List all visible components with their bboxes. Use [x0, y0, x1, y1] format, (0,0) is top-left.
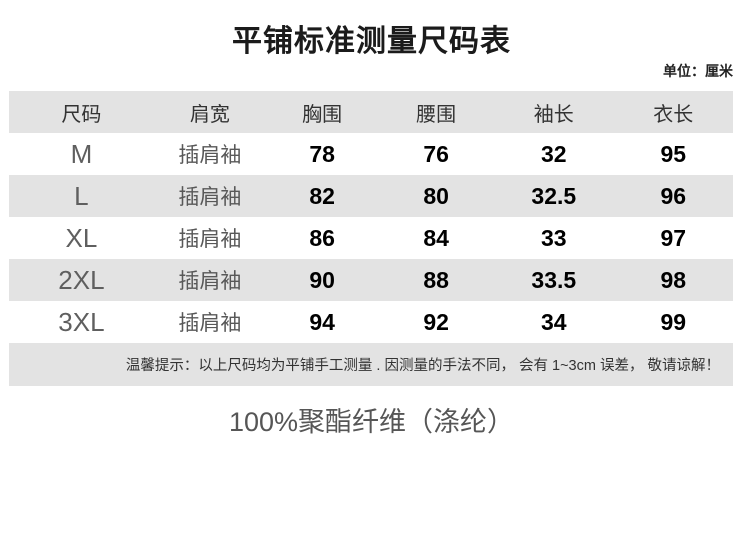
length-value: 97: [660, 224, 687, 251]
unit-note: 单位：厘米: [663, 63, 733, 79]
table-row-3xl: 3XL 插肩袖 94 92 34 99: [9, 301, 733, 343]
waist-value: 80: [423, 182, 449, 209]
shoulder-value: 插肩袖: [178, 186, 242, 209]
size-value: 3XL: [58, 306, 105, 337]
size-value: XL: [65, 222, 98, 253]
material-text: 100%聚酯纤维（涤纶）: [228, 407, 515, 437]
shoulder-value: 插肩袖: [178, 270, 242, 293]
length-value: 98: [660, 266, 687, 293]
length-value: 96: [660, 182, 687, 209]
sleeve-value: 32.5: [531, 182, 577, 209]
table-row-l: L 插肩袖 82 80 32.5 96: [9, 175, 733, 217]
shoulder-value: 插肩袖: [178, 312, 242, 335]
waist-value: 92: [423, 308, 449, 335]
length-value: 99: [660, 308, 687, 335]
measurement-notice: 温馨提示：以上尺码均为平铺手工测量 . 因测量的手法不同， 会有 1~3cm 误…: [125, 358, 720, 374]
notice-row: 温馨提示：以上尺码均为平铺手工测量 . 因测量的手法不同， 会有 1~3cm 误…: [9, 343, 733, 386]
bust-value: 90: [309, 266, 335, 293]
table-row-2xl: 2XL 插肩袖 90 88 33.5 98: [9, 259, 733, 301]
col-header-length: 衣长: [653, 103, 694, 126]
col-header-shoulder: 肩宽: [189, 103, 230, 126]
shoulder-value: 插肩袖: [178, 144, 242, 167]
col-header-sleeve: 袖长: [533, 103, 574, 126]
bust-value: 78: [309, 140, 335, 167]
bust-value: 82: [309, 182, 335, 209]
shoulder-value: 插肩袖: [178, 228, 242, 251]
col-header-waist: 腰围: [416, 103, 457, 126]
bust-value: 94: [309, 308, 335, 335]
bust-value: 86: [309, 224, 335, 251]
size-value: M: [70, 138, 93, 169]
size-chart-page: 平铺标准测量尺码表 单位：厘米 尺码 肩宽 胸围 腰围 袖长 衣长 M 插肩袖 …: [0, 24, 743, 540]
waist-value: 88: [423, 266, 449, 293]
size-value: 2XL: [58, 264, 105, 295]
col-header-size: 尺码: [61, 103, 102, 126]
table-header-row: 尺码 肩宽 胸围 腰围 袖长 衣长: [9, 91, 733, 133]
length-value: 95: [660, 140, 687, 167]
table-row-m: M 插肩袖 78 76 32 95: [9, 133, 733, 175]
col-header-bust: 胸围: [302, 103, 343, 126]
page-title: 平铺标准测量尺码表: [232, 25, 511, 58]
waist-value: 84: [423, 224, 449, 251]
sleeve-value: 34: [540, 308, 567, 335]
sleeve-value: 32: [540, 140, 567, 167]
sleeve-value: 33.5: [531, 266, 577, 293]
sleeve-value: 33: [540, 224, 567, 251]
table-row-xl: XL 插肩袖 86 84 33 97: [9, 217, 733, 259]
waist-value: 76: [423, 140, 449, 167]
size-table: 尺码 肩宽 胸围 腰围 袖长 衣长 M 插肩袖 78 76 32 95 L 插肩…: [9, 91, 733, 386]
size-value: L: [74, 180, 89, 211]
